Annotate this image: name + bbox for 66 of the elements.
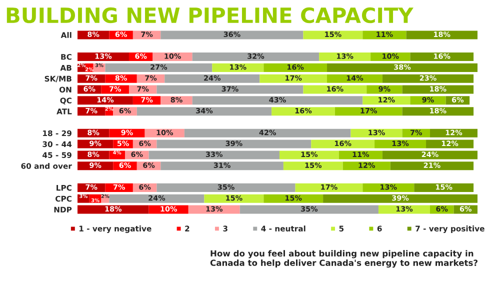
bar [303, 30, 363, 40]
bar [156, 140, 312, 148]
bar [382, 150, 478, 160]
bar [327, 74, 382, 83]
bar [362, 183, 414, 192]
bar [160, 162, 284, 170]
bar [323, 194, 478, 203]
bar [303, 85, 367, 94]
chart-title: BUILDING NEW PIPELINE CAPACITY [6, 7, 414, 24]
bar [78, 52, 129, 62]
bar [160, 30, 304, 40]
bar [164, 74, 260, 83]
bar [109, 128, 145, 138]
bar [402, 85, 474, 94]
bar [402, 107, 474, 116]
bar [334, 107, 402, 116]
bar [156, 85, 304, 94]
text: How do you feel about building new pipeline capacity in Canada to help deliver Canada's energy to new markets? [210, 250, 478, 268]
bar [327, 63, 478, 72]
bar [204, 194, 264, 203]
bar [402, 128, 430, 138]
bar [319, 52, 371, 62]
bar [160, 96, 192, 105]
bar [212, 63, 264, 72]
bar [105, 74, 137, 83]
bar [264, 63, 328, 72]
bar [426, 140, 474, 148]
bar [136, 107, 272, 116]
bar [156, 183, 296, 192]
bar [362, 30, 406, 40]
bar [410, 52, 474, 62]
bar [406, 30, 478, 40]
bar [240, 205, 378, 214]
bar [311, 140, 375, 148]
bar [283, 162, 343, 170]
bar [192, 52, 320, 62]
bar [295, 183, 363, 192]
bar [148, 150, 280, 160]
bar [410, 96, 446, 105]
bar [78, 140, 114, 148]
bar [382, 74, 474, 83]
bar [390, 162, 474, 170]
bar [152, 52, 192, 62]
bar [350, 128, 402, 138]
bar [279, 150, 339, 160]
bar [342, 162, 390, 170]
bar [78, 205, 149, 214]
bar [378, 205, 430, 214]
bar [78, 162, 114, 170]
bar [192, 96, 363, 105]
bar [362, 96, 410, 105]
bar [78, 96, 133, 105]
bar [264, 194, 324, 203]
bar [105, 63, 212, 72]
bar [414, 183, 474, 192]
bar [338, 150, 382, 160]
bar [109, 194, 204, 203]
bar [366, 85, 402, 94]
bar [188, 205, 240, 214]
bar [105, 183, 133, 192]
bar [272, 107, 335, 116]
bar [430, 128, 478, 138]
bar [260, 74, 328, 83]
bar [109, 150, 126, 160]
bar [184, 128, 351, 138]
bar [374, 140, 426, 148]
